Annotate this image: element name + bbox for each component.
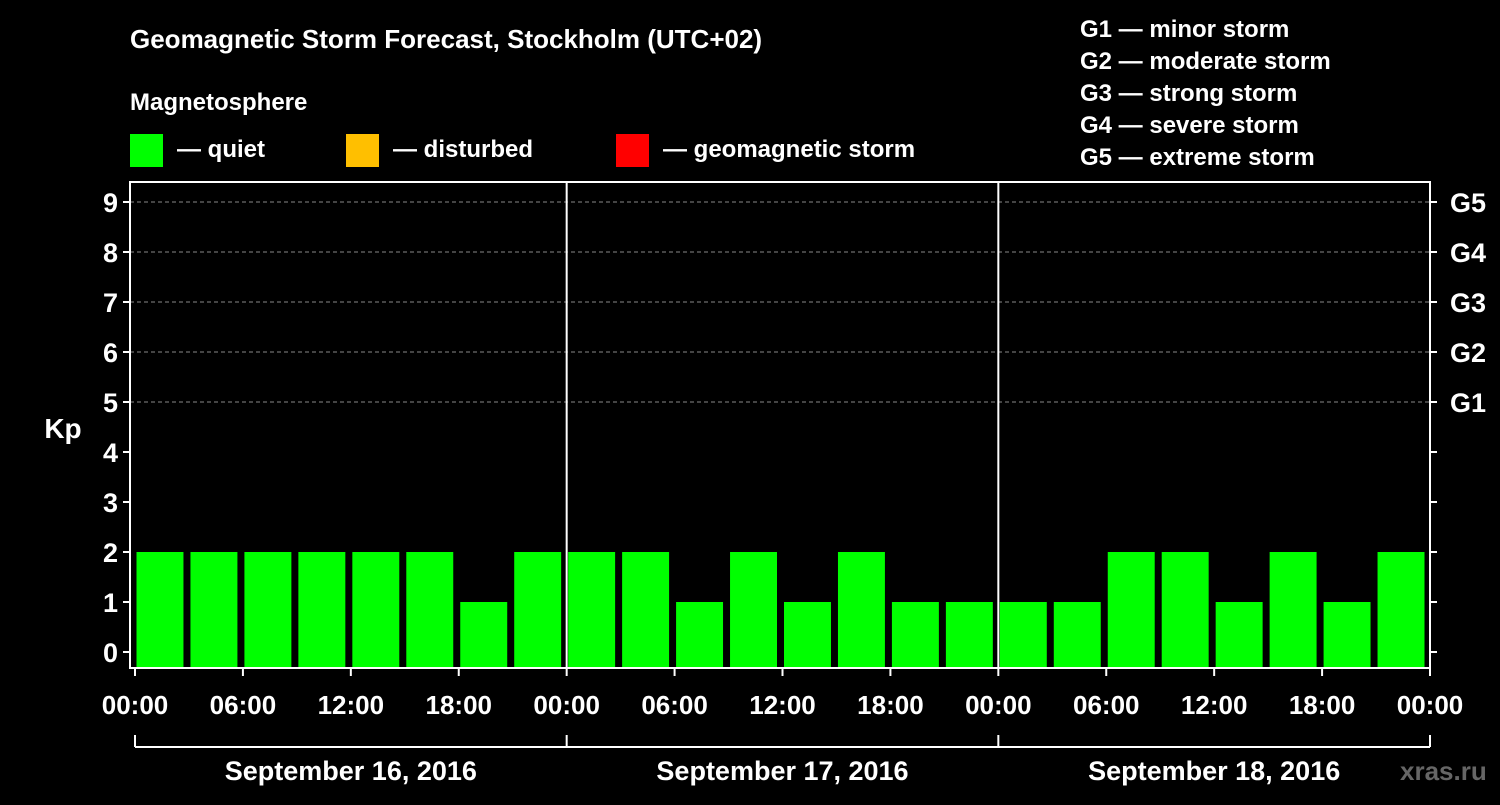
legend-heading: Magnetosphere bbox=[130, 89, 307, 116]
y-tick-label-6: 6 bbox=[103, 338, 118, 368]
x-tick-label-4: 00:00 bbox=[533, 690, 600, 720]
storm-scale-g5: G5 — extreme storm bbox=[1080, 144, 1315, 171]
watermark: xras.ru bbox=[1400, 756, 1487, 786]
axes-layer: 0 1 2 3 4 5 6 7 8 9 G1 G2 G3 G4 G5 00:00 06:00 12:00 18:00… bbox=[102, 181, 1486, 786]
kp-bar-21 bbox=[1215, 602, 1263, 668]
kp-bar-6 bbox=[406, 552, 454, 668]
x-tick-label-11: 18:00 bbox=[1289, 690, 1356, 720]
kp-bar-18 bbox=[1053, 602, 1101, 668]
kp-bar-15 bbox=[891, 602, 939, 668]
kp-bar-12 bbox=[730, 552, 777, 668]
x-tick-label-12: 00:00 bbox=[1397, 690, 1464, 720]
y-axis-label: Kp bbox=[44, 413, 81, 444]
storm-level-label-g2: G2 bbox=[1450, 338, 1486, 368]
day-label-1: September 16, 2016 bbox=[225, 756, 477, 786]
plot-frame bbox=[129, 181, 1431, 669]
legend-swatch-disturbed bbox=[346, 134, 379, 167]
legend-label-quiet: — quiet bbox=[177, 136, 265, 163]
kp-bar-3 bbox=[244, 552, 292, 668]
kp-bar-20 bbox=[1161, 552, 1209, 668]
kp-bar-4 bbox=[298, 552, 346, 668]
storm-scale-g2: G2 — moderate storm bbox=[1080, 48, 1331, 75]
storm-level-label-g5: G5 bbox=[1450, 188, 1486, 218]
storm-level-label-g4: G4 bbox=[1450, 238, 1486, 268]
kp-bar-7 bbox=[460, 602, 508, 668]
x-tick-label-0: 00:00 bbox=[102, 690, 169, 720]
kp-bar-13 bbox=[784, 602, 831, 668]
y-tick-label-2: 2 bbox=[103, 538, 118, 568]
x-tick-label-3: 18:00 bbox=[426, 690, 493, 720]
chart-title: Geomagnetic Storm Forecast, Stockholm (U… bbox=[130, 24, 762, 54]
storm-scale-g1: G1 — minor storm bbox=[1080, 16, 1289, 43]
kp-bar-22 bbox=[1269, 552, 1317, 668]
storm-level-label-g1: G1 bbox=[1450, 388, 1486, 418]
kp-bar-14 bbox=[837, 552, 885, 668]
storm-level-label-g3: G3 bbox=[1450, 288, 1486, 318]
x-tick-label-9: 06:00 bbox=[1073, 690, 1140, 720]
storm-scale-g4: G4 — severe storm bbox=[1080, 112, 1299, 139]
kp-bar-24 bbox=[1377, 552, 1425, 668]
y-tick-label-8: 8 bbox=[103, 238, 118, 268]
x-tick-label-2: 12:00 bbox=[318, 690, 385, 720]
x-tick-label-7: 18:00 bbox=[857, 690, 924, 720]
y-tick-label-1: 1 bbox=[103, 588, 118, 618]
day-label-3: September 18, 2016 bbox=[1088, 756, 1340, 786]
day-label-2: September 17, 2016 bbox=[656, 756, 908, 786]
kp-bar-1 bbox=[136, 552, 184, 668]
y-tick-label-3: 3 bbox=[103, 488, 118, 518]
x-tick-label-8: 00:00 bbox=[965, 690, 1032, 720]
y-tick-label-7: 7 bbox=[103, 288, 118, 318]
kp-bar-2 bbox=[190, 552, 238, 668]
kp-bar-19 bbox=[1107, 552, 1155, 668]
legend-swatch-quiet bbox=[130, 134, 163, 167]
kp-bar-8 bbox=[514, 552, 562, 668]
kp-bar-17 bbox=[999, 602, 1047, 668]
y-tick-label-5: 5 bbox=[103, 388, 118, 418]
kp-bar-10 bbox=[622, 552, 670, 668]
kp-bar-23 bbox=[1323, 602, 1371, 668]
y-tick-label-9: 9 bbox=[103, 188, 118, 218]
x-tick-label-6: 12:00 bbox=[749, 690, 816, 720]
legend-label-storm: — geomagnetic storm bbox=[663, 136, 915, 163]
y-tick-label-0: 0 bbox=[103, 638, 118, 668]
y-tick-label-4: 4 bbox=[103, 438, 118, 468]
kp-bar-16 bbox=[945, 602, 993, 668]
grid-layer bbox=[130, 201, 1430, 403]
legend-label-disturbed: — disturbed bbox=[393, 136, 533, 163]
legend-swatch-storm bbox=[616, 134, 649, 167]
kp-bar-11 bbox=[676, 602, 724, 668]
bars-layer bbox=[136, 552, 1425, 668]
x-tick-label-5: 06:00 bbox=[641, 690, 708, 720]
kp-bar-5 bbox=[352, 552, 400, 668]
x-tick-label-1: 06:00 bbox=[210, 690, 277, 720]
x-tick-label-10: 12:00 bbox=[1181, 690, 1248, 720]
storm-scale-g3: G3 — strong storm bbox=[1080, 80, 1297, 107]
kp-bar-9 bbox=[568, 552, 616, 668]
